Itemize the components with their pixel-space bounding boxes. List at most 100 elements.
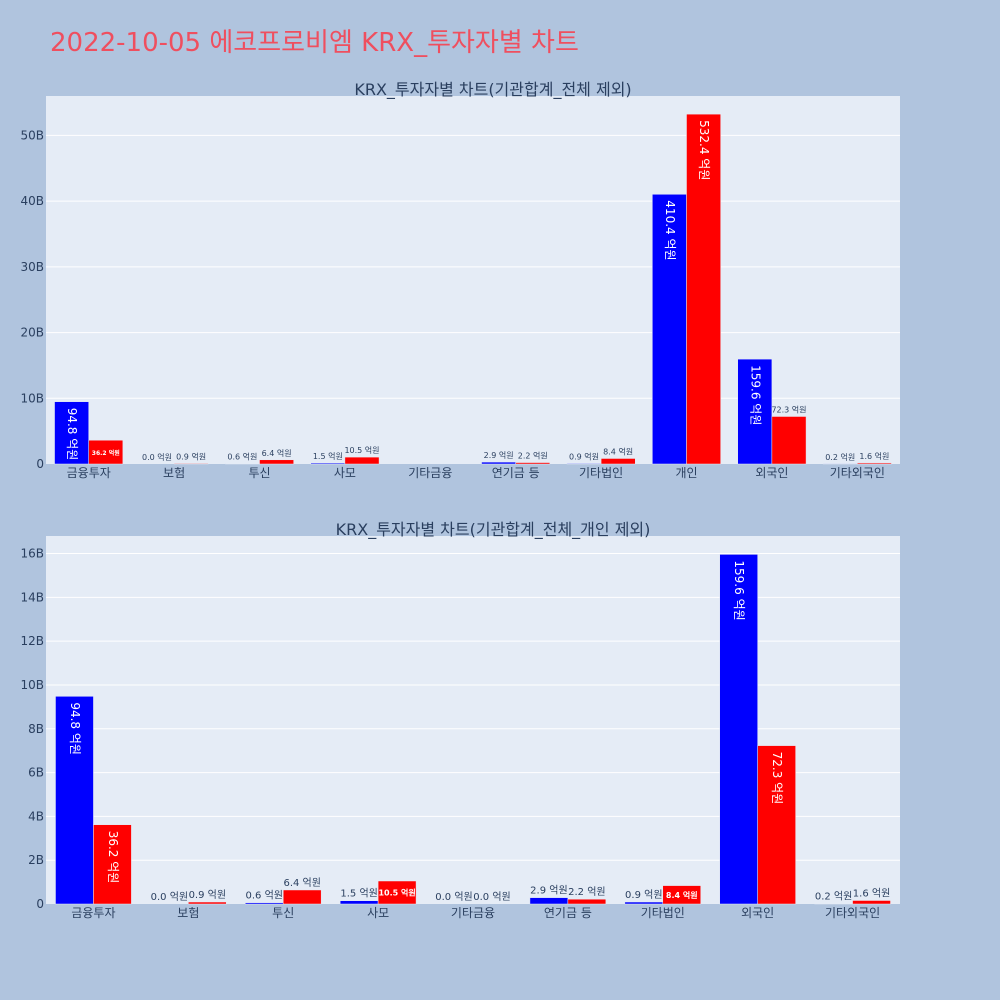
chart1-category-label: 연기금 등 <box>492 466 540 480</box>
chart1-category-label: 기타법인 <box>579 466 623 480</box>
chart2-data-label: 0.0 억원 <box>435 891 472 903</box>
chart2-data-label: 72.3 억원 <box>770 752 784 805</box>
chart1-ytick-label: 50B <box>20 128 44 142</box>
chart1-category-label: 기타외국인 <box>830 466 885 480</box>
chart2-data-label: 0.0 억원 <box>473 891 510 903</box>
chart1-bar <box>54 401 89 465</box>
chart1-data-label: 2.2 억원 <box>518 451 548 461</box>
chart2-category-label: 기타법인 <box>641 906 685 920</box>
chart2-bar <box>662 885 701 905</box>
chart2-bar <box>529 897 569 905</box>
chart2-bar <box>757 745 796 905</box>
chart1-category-label: 외국인 <box>755 466 788 480</box>
chart2-data-label: 94.8 억원 <box>68 702 82 755</box>
chart1-data-label: 8.4 억원 <box>603 446 633 456</box>
chart2-bar <box>377 880 417 905</box>
chart1-ytick-label: 30B <box>20 260 44 274</box>
chart1-data-label: 0.9 억원 <box>569 451 599 461</box>
chart2-data-label: 0.0 억원 <box>151 891 188 903</box>
chart2-bar <box>188 901 227 905</box>
chart1-category-label: 개인 <box>675 466 697 480</box>
chart2-bar <box>852 900 891 905</box>
chart2-category-label: 투신 <box>272 906 294 920</box>
chart2-bar <box>93 824 132 905</box>
chart1-data-label: 1.5 억원 <box>313 451 343 461</box>
chart1-bar <box>566 463 602 465</box>
chart2-data-label: 2.2 억원 <box>568 886 605 898</box>
chart1-bar <box>481 461 516 465</box>
chart1: 0 10B 20B 30B 40B 50B KRX_투자자별 차트(기관합계_전체 제외) 금… <box>20 80 900 480</box>
chart2-data-label: 1.5 억원 <box>340 888 377 900</box>
chart1-category-label: 보험 <box>163 466 185 480</box>
chart1-data-label: 1.6 억원 <box>859 451 889 461</box>
chart2-data-label: 10.5 억원 <box>378 888 415 898</box>
chart1-ytick-label: 20B <box>20 326 44 340</box>
chart2-bar <box>624 901 664 905</box>
chart2-data-label: 2.9 억원 <box>530 885 567 897</box>
chart1-bar <box>737 358 773 465</box>
chart1-bar <box>857 462 892 465</box>
chart1-category-label: 기타금융 <box>408 466 452 480</box>
chart2-data-label: 8.4 억원 <box>666 890 698 900</box>
chart2-data-label: 159.6 억원 <box>732 560 746 620</box>
chart2-data-label: 36.2 억원 <box>106 831 120 884</box>
chart1-data-label: 0.9 억원 <box>176 451 206 461</box>
chart2-category-label: 기타금융 <box>451 906 495 920</box>
chart2-data-label: 0.9 억원 <box>189 889 226 901</box>
chart1-bar <box>88 439 124 465</box>
chart1-title: KRX_투자자별 차트(기관합계_전체 제외) <box>354 80 631 100</box>
chart2-ytick-label: 16B <box>20 547 44 561</box>
chart2-ytick-label: 12B <box>20 634 44 648</box>
chart1-bar <box>259 459 294 465</box>
chart1-bar <box>515 462 551 465</box>
chart1-bar <box>344 456 380 465</box>
chart1-data-label: 94.8 억원 <box>65 408 79 461</box>
page-title: 2022-10-05 에코프로비엠 KRX_투자자별 차트 <box>50 28 579 58</box>
chart2-ytick-label: 14B <box>20 590 44 604</box>
chart2-ytick-label: 4B <box>28 809 44 823</box>
chart1-bar <box>771 416 807 465</box>
chart2-bar <box>55 696 94 905</box>
chart2-ytick-label: 8B <box>28 722 44 736</box>
chart2-category-label: 연기금 등 <box>544 906 592 920</box>
chart2-ytick-label: 10B <box>20 678 44 692</box>
chart1-bar <box>686 113 721 465</box>
chart2-bar <box>245 902 284 905</box>
chart2-bar <box>339 900 379 905</box>
chart2-category-label: 외국인 <box>741 906 774 920</box>
chart2-ytick-label: 2B <box>28 853 44 867</box>
chart2-category-label: 금융투자 <box>71 906 115 920</box>
chart1-data-label: 410.4 억원 <box>663 200 677 260</box>
chart1-data-label: 72.3 억원 <box>771 404 806 414</box>
chart1-data-label: 2.9 억원 <box>484 450 514 460</box>
chart1-data-label: 0.2 억원 <box>825 452 855 462</box>
chart1-data-label: 10.5 억원 <box>344 445 379 455</box>
chart2-category-label: 보험 <box>177 906 199 920</box>
chart2-bar <box>567 898 607 905</box>
chart2-category-label: 기타외국인 <box>825 906 880 920</box>
chart2-ytick-label: 6B <box>28 766 44 780</box>
chart2-data-label: 0.6 억원 <box>246 890 283 902</box>
chart2-ytick-label: 0 <box>36 897 44 911</box>
chart1-bar <box>173 463 209 465</box>
chart2-category-label: 사모 <box>367 906 389 920</box>
chart2-bar <box>719 554 758 905</box>
chart1-ytick-label: 0 <box>36 457 44 471</box>
chart1-category-label: 금융투자 <box>67 466 111 480</box>
chart1-ytick-label: 40B <box>20 194 44 208</box>
chart1-data-label: 36.2 억원 <box>92 449 120 457</box>
chart1-data-label: 159.6 억원 <box>748 365 762 425</box>
chart2-data-label: 1.6 억원 <box>853 887 890 899</box>
chart1-data-label: 532.4 억원 <box>697 120 711 180</box>
chart1-data-label: 6.4 억원 <box>262 448 292 458</box>
chart2-data-label: 0.9 억원 <box>625 889 662 901</box>
chart2-data-label: 0.2 억원 <box>815 891 852 903</box>
chart1-category-label: 투신 <box>248 466 270 480</box>
chart1-data-label: 0.0 억원 <box>142 452 172 462</box>
chart2: 0 2B 4B 6B 8B 10B 12B 14B 16B KRX_투자자별 차트(기관합계_전체… <box>20 520 900 920</box>
chart1-ytick-label: 10B <box>20 391 44 405</box>
chart1-bar <box>310 462 346 465</box>
chart2-data-label: 6.4 억원 <box>283 877 320 889</box>
